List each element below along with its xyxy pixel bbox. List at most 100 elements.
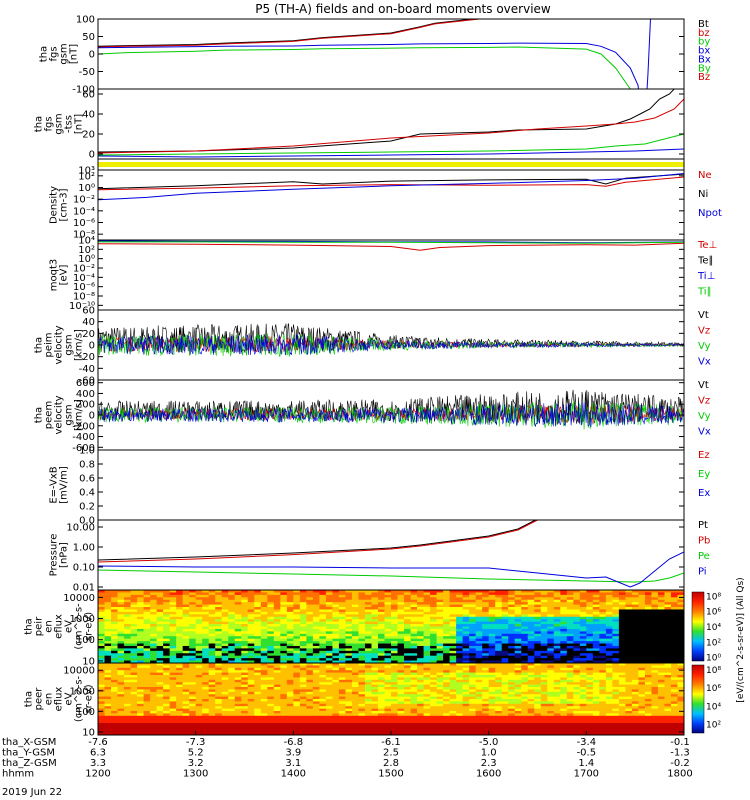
spectrogram-cell: [299, 660, 307, 663]
spectrogram-cell: [221, 682, 229, 686]
spectrogram-cell: [612, 677, 620, 681]
spectrogram-cell: [488, 711, 496, 714]
spectrogram-cell: [456, 607, 464, 611]
spectrogram-cell: [215, 638, 223, 642]
spectrogram-cell: [280, 604, 288, 608]
spectrogram-cell: [553, 641, 561, 645]
spectrogram-cell: [260, 594, 268, 598]
spectrogram-cell: [404, 706, 412, 710]
spectrogram-cell: [267, 638, 275, 642]
spectrogram-cell: [599, 604, 607, 608]
spectrogram-cell: [670, 699, 679, 702]
spectrogram-cell: [534, 687, 542, 690]
spectrogram-cell: [221, 609, 229, 613]
spectrogram-cell: [364, 638, 373, 642]
spectrogram-cell: [397, 636, 405, 640]
spectrogram-cell: [397, 711, 405, 714]
spectrogram-cell: [618, 648, 626, 652]
spectrogram-cell: [404, 631, 412, 635]
spectrogram-cell: [338, 708, 347, 712]
spectrogram-cell: [254, 631, 262, 635]
spectrogram-cell: [98, 648, 106, 652]
spectrogram-cell: [560, 621, 568, 625]
spectrogram-cell: [111, 655, 119, 659]
spectrogram-cell: [364, 643, 373, 647]
spectrogram-cell: [234, 658, 242, 662]
spectrogram-cell: [234, 655, 242, 659]
spectrogram-cell: [631, 701, 640, 705]
spectrogram-cell: [195, 631, 203, 635]
spectrogram-cell: [670, 665, 679, 669]
spectrogram-cell: [501, 691, 509, 695]
spectrogram-cell: [430, 641, 438, 645]
spectrogram-cell: [176, 655, 184, 659]
spectrogram-cell: [202, 715, 210, 719]
spectrogram-cell: [117, 641, 125, 645]
spectrogram-cell: [495, 650, 503, 654]
spectrogram-cell: [677, 670, 684, 674]
spectrogram-cell: [371, 696, 379, 700]
spectrogram-cell: [286, 599, 294, 603]
spectrogram-cell: [260, 628, 268, 632]
spectrogram-cell: [117, 682, 125, 686]
spectrogram-cell: [260, 672, 268, 676]
spectrogram-cell: [488, 599, 496, 603]
spectrogram-cell: [221, 633, 229, 637]
spectrogram-cell: [306, 604, 314, 608]
spectrogram-cell: [150, 590, 158, 594]
spectrogram-cell: [137, 611, 145, 615]
spectrogram-cell: [202, 691, 210, 695]
spectrogram-cell: [299, 611, 307, 615]
spectrogram-cell: [169, 631, 177, 635]
spectrogram-cell: [521, 636, 529, 640]
spectrogram-cell: [592, 648, 600, 652]
spectrogram-cell: [644, 672, 653, 676]
spectrogram-cell: [540, 650, 548, 654]
spectrogram-cell: [404, 624, 412, 628]
spectrogram-cell: [495, 636, 503, 640]
spectrogram-cell: [228, 675, 236, 678]
spectrogram-cell: [664, 636, 672, 640]
spectrogram-cell: [299, 628, 307, 632]
spectrogram-cell: [482, 628, 490, 632]
spectrogram-cell: [618, 604, 626, 608]
spectrogram-cell: [208, 708, 216, 712]
spectrogram-cell: [117, 592, 125, 596]
spectrogram-cell: [521, 633, 529, 637]
spectrogram-cell: [143, 611, 151, 615]
spectrogram-cell: [377, 604, 386, 608]
spectrogram-cell: [475, 633, 483, 637]
spectrogram-cell: [456, 703, 464, 707]
spectrogram-cell: [579, 619, 587, 623]
y-tick-label: 0.6: [79, 474, 95, 485]
spectrogram-cell: [566, 636, 574, 640]
spectrogram-cell: [228, 708, 236, 712]
spectrogram-cell: [612, 650, 620, 654]
spectrogram-cell: [553, 689, 561, 693]
spectrogram-cell: [638, 682, 646, 686]
spectrogram-cell: [260, 607, 268, 611]
spectrogram-cell: [111, 679, 119, 683]
spectrogram-cell: [475, 711, 483, 714]
spectrogram-cell: [254, 706, 262, 710]
spectrogram-cell: [254, 624, 262, 628]
spectrogram-cell: [371, 628, 379, 632]
spectrogram-cell: [117, 650, 125, 654]
spectrogram-cell: [241, 599, 249, 603]
spectrogram-cell: [202, 643, 210, 647]
spectrogram-cell: [527, 703, 535, 707]
spectrogram-cell: [384, 689, 392, 693]
spectrogram-cell: [215, 687, 223, 690]
spectrogram-cell: [124, 679, 132, 683]
spectrogram-cell: [215, 597, 223, 601]
spectrogram-cell: [677, 597, 684, 601]
panel-0-plot: [98, 19, 651, 89]
spectrogram-cell: [423, 696, 431, 700]
spectrogram-cell: [202, 638, 210, 642]
spectrogram-cell: [260, 694, 268, 698]
spectrogram-cell: [443, 633, 451, 637]
spectrogram-cell: [417, 614, 425, 618]
spectrogram-cell: [560, 706, 568, 710]
spectrogram-cell: [475, 684, 483, 688]
spectrogram-cell: [325, 599, 333, 603]
